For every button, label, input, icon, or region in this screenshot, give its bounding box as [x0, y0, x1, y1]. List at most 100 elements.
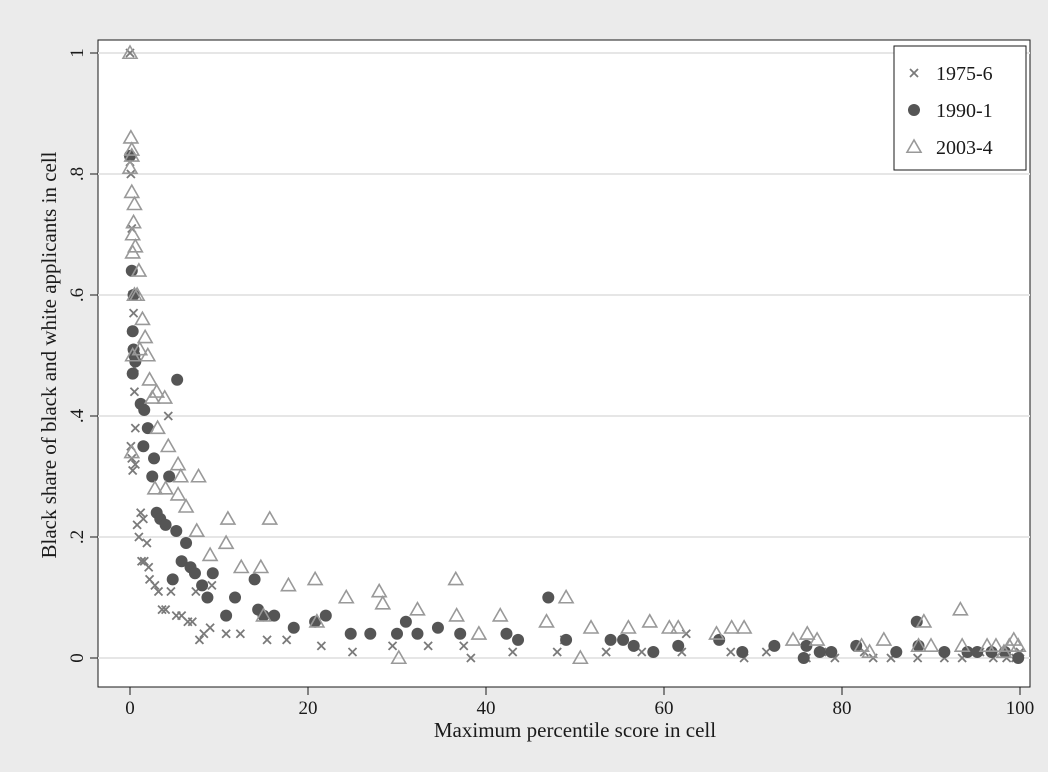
data-point: [627, 639, 640, 652]
data-point: [308, 613, 326, 628]
data-point: [890, 645, 903, 658]
data-point: [159, 518, 172, 531]
data-point: [800, 639, 813, 652]
data-point: [708, 625, 725, 640]
data-point: [160, 604, 171, 615]
data-point: [127, 453, 137, 463]
data-point: [571, 649, 589, 665]
x-tick-label: 0: [125, 698, 135, 719]
data-point: [139, 556, 149, 566]
data-point: [538, 613, 555, 628]
data-point: [169, 486, 187, 501]
data-point: [128, 465, 138, 476]
data-point: [500, 627, 513, 640]
data-point: [411, 627, 424, 640]
data-point: [399, 615, 412, 628]
data-point: [170, 524, 183, 537]
y-axis-title: Black share of black and white applicant…: [37, 151, 61, 558]
data-point: [723, 619, 741, 634]
data-point: [144, 562, 154, 572]
legend-label: 1975-6: [936, 63, 993, 85]
data-point: [347, 647, 358, 657]
data-point: [166, 586, 176, 597]
data-point: [1009, 637, 1027, 652]
data-point: [217, 534, 235, 550]
data-point: [138, 514, 148, 524]
data-point: [647, 645, 660, 658]
data-point: [131, 340, 149, 356]
series-2003-4: [121, 44, 1027, 665]
data-point: [557, 588, 575, 604]
data-point: [582, 619, 600, 634]
data-point: [409, 600, 426, 616]
data-point: [459, 641, 469, 651]
data-point: [157, 604, 167, 615]
data-point: [201, 546, 219, 562]
data-point: [187, 617, 197, 627]
data-point: [987, 637, 1005, 652]
data-point: [190, 467, 207, 483]
data-point: [188, 522, 206, 538]
data-point: [309, 615, 322, 628]
y-tick-label: .4: [67, 408, 88, 423]
data-point: [196, 579, 209, 592]
data-point: [337, 588, 355, 604]
data-point: [620, 619, 637, 634]
data-point: [219, 510, 237, 525]
y-tick-label: 0: [67, 653, 88, 663]
data-point: [141, 422, 154, 435]
plot-area: [97, 39, 1031, 688]
x-tick-label: 20: [299, 698, 318, 719]
legend-label: 2003-4: [936, 137, 993, 159]
legend-marker: [908, 104, 920, 116]
data-point: [159, 437, 177, 453]
data-point: [128, 286, 146, 302]
data-point: [813, 645, 826, 658]
data-point: [761, 647, 771, 657]
data-point: [130, 459, 140, 470]
data-point: [913, 653, 923, 663]
data-point: [138, 403, 151, 416]
data-point: [153, 586, 164, 597]
x-tick-label: 100: [1006, 698, 1035, 719]
data-point: [938, 645, 951, 658]
data-point: [306, 570, 324, 586]
data-point: [149, 419, 166, 435]
data-point: [466, 653, 476, 663]
data-point: [978, 637, 996, 652]
data-point: [735, 619, 753, 634]
y-tick-label: .2: [67, 530, 88, 544]
data-point: [136, 508, 146, 518]
data-point: [617, 633, 630, 646]
data-point: [853, 637, 870, 652]
data-point: [391, 627, 403, 640]
data-point: [188, 567, 201, 580]
data-point: [641, 613, 659, 628]
data-point: [150, 580, 160, 591]
data-point: [387, 641, 398, 651]
data-point: [129, 387, 140, 397]
data-point: [130, 262, 148, 277]
data-point: [163, 470, 176, 483]
x-tick-label: 80: [833, 698, 852, 719]
data-point: [951, 600, 969, 616]
data-point: [130, 423, 140, 433]
data-point: [134, 532, 144, 542]
data-point: [280, 576, 297, 592]
data-point: [798, 625, 816, 640]
x-axis-title: Maximum percentile score in cell: [434, 718, 716, 742]
data-point: [141, 371, 158, 386]
data-point: [157, 479, 174, 495]
data-point: [560, 633, 573, 646]
x-tick-label: 40: [477, 698, 496, 719]
data-point: [146, 470, 159, 483]
data-point: [171, 373, 184, 386]
data-point: [229, 591, 242, 604]
data-point: [364, 627, 377, 640]
data-point: [601, 647, 611, 657]
data-points: [121, 44, 1027, 665]
y-tick-label: .8: [67, 167, 88, 181]
data-point: [448, 607, 466, 622]
data-point: [660, 619, 678, 634]
data-point: [552, 647, 562, 657]
